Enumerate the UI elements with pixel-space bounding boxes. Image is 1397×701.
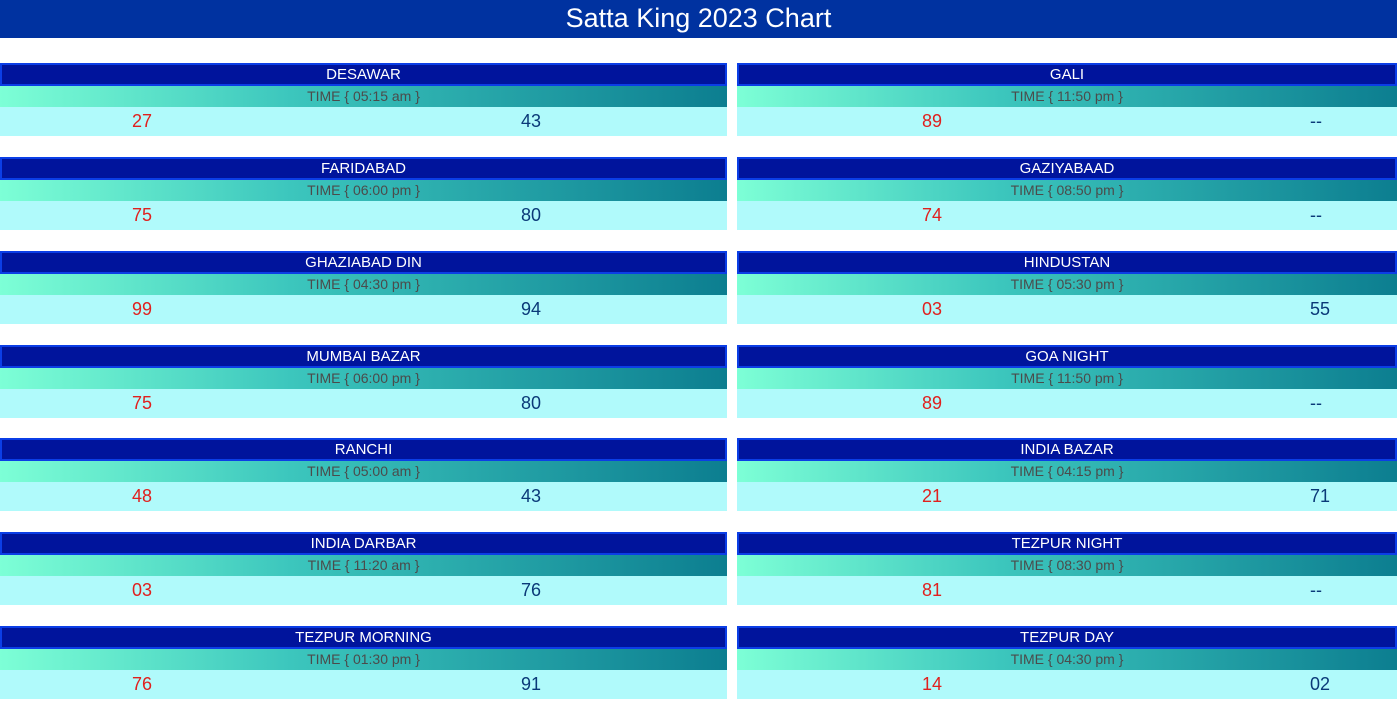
- game-name: INDIA BAZAR: [737, 438, 1397, 461]
- game-card: INDIA DARBAR TIME { 11:20 am } 03 76: [0, 532, 727, 607]
- game-time: TIME { 01:30 pm }: [0, 649, 727, 670]
- yesterday-result: 81: [922, 580, 943, 607]
- yesterday-result: 03: [132, 580, 153, 607]
- result-row: 48 43: [0, 482, 727, 513]
- game-card: GALI TIME { 11:50 pm } 89 --: [737, 63, 1397, 138]
- yesterday-result: 99: [132, 299, 153, 326]
- game-card: TEZPUR DAY TIME { 04:30 pm } 14 02: [737, 626, 1397, 701]
- today-result: --: [1310, 393, 1322, 420]
- today-result: 76: [521, 580, 542, 607]
- game-card: GAZIYABAAD TIME { 08:50 pm } 74 --: [737, 157, 1397, 232]
- result-row: 76 91: [0, 670, 727, 701]
- game-name: DESAWAR: [0, 63, 727, 86]
- page-title: Satta King 2023 Chart: [0, 0, 1397, 38]
- game-card: GHAZIABAD DIN TIME { 04:30 pm } 99 94: [0, 251, 727, 326]
- yesterday-result: 89: [922, 111, 943, 138]
- result-row: 75 80: [0, 201, 727, 232]
- result-row: 74 --: [737, 201, 1397, 232]
- game-time: TIME { 11:50 pm }: [737, 368, 1397, 389]
- game-name: GOA NIGHT: [737, 345, 1397, 368]
- yesterday-result: 74: [922, 205, 943, 232]
- game-card: GOA NIGHT TIME { 11:50 pm } 89 --: [737, 345, 1397, 420]
- result-row: 99 94: [0, 295, 727, 326]
- yesterday-result: 76: [132, 674, 153, 701]
- game-card: RANCHI TIME { 05:00 am } 48 43: [0, 438, 727, 513]
- result-row: 14 02: [737, 670, 1397, 701]
- today-result: --: [1310, 111, 1322, 138]
- result-row: 21 71: [737, 482, 1397, 513]
- game-time: TIME { 06:00 pm }: [0, 368, 727, 389]
- game-card: INDIA BAZAR TIME { 04:15 pm } 21 71: [737, 438, 1397, 513]
- yesterday-result: 14: [922, 674, 943, 701]
- game-time: TIME { 04:15 pm }: [737, 461, 1397, 482]
- yesterday-result: 75: [132, 205, 153, 232]
- game-name: HINDUSTAN: [737, 251, 1397, 274]
- result-row: 81 --: [737, 576, 1397, 607]
- result-row: 27 43: [0, 107, 727, 138]
- game-time: TIME { 11:50 pm }: [737, 86, 1397, 107]
- today-result: 43: [521, 486, 542, 513]
- today-result: 94: [521, 299, 542, 326]
- game-time: TIME { 05:00 am }: [0, 461, 727, 482]
- game-card: TEZPUR NIGHT TIME { 08:30 pm } 81 --: [737, 532, 1397, 607]
- game-time: TIME { 05:15 am }: [0, 86, 727, 107]
- game-card: FARIDABAD TIME { 06:00 pm } 75 80: [0, 157, 727, 232]
- game-name: RANCHI: [0, 438, 727, 461]
- game-time: TIME { 08:30 pm }: [737, 555, 1397, 576]
- result-row: 03 76: [0, 576, 727, 607]
- result-row: 89 --: [737, 107, 1397, 138]
- today-result: 71: [1310, 486, 1331, 513]
- game-card: MUMBAI BAZAR TIME { 06:00 pm } 75 80: [0, 345, 727, 420]
- game-name: GALI: [737, 63, 1397, 86]
- game-time: TIME { 05:30 pm }: [737, 274, 1397, 295]
- yesterday-result: 48: [132, 486, 153, 513]
- game-time: TIME { 08:50 pm }: [737, 180, 1397, 201]
- yesterday-result: 21: [922, 486, 943, 513]
- game-name: GAZIYABAAD: [737, 157, 1397, 180]
- yesterday-result: 89: [922, 393, 943, 420]
- yesterday-result: 27: [132, 111, 153, 138]
- yesterday-result: 75: [132, 393, 153, 420]
- game-time: TIME { 11:20 am }: [0, 555, 727, 576]
- game-name: GHAZIABAD DIN: [0, 251, 727, 274]
- result-row: 75 80: [0, 389, 727, 420]
- game-card: TEZPUR MORNING TIME { 01:30 pm } 76 91: [0, 626, 727, 701]
- today-result: 55: [1310, 299, 1331, 326]
- game-name: TEZPUR NIGHT: [737, 532, 1397, 555]
- today-result: 80: [521, 205, 542, 232]
- today-result: 80: [521, 393, 542, 420]
- today-result: 91: [521, 674, 542, 701]
- today-result: --: [1310, 205, 1322, 232]
- game-card: HINDUSTAN TIME { 05:30 pm } 03 55: [737, 251, 1397, 326]
- game-time: TIME { 04:30 pm }: [0, 274, 727, 295]
- today-result: 02: [1310, 674, 1331, 701]
- today-result: 43: [521, 111, 542, 138]
- game-time: TIME { 06:00 pm }: [0, 180, 727, 201]
- game-name: MUMBAI BAZAR: [0, 345, 727, 368]
- result-row: 03 55: [737, 295, 1397, 326]
- today-result: --: [1310, 580, 1322, 607]
- game-name: TEZPUR MORNING: [0, 626, 727, 649]
- game-time: TIME { 04:30 pm }: [737, 649, 1397, 670]
- game-name: TEZPUR DAY: [737, 626, 1397, 649]
- yesterday-result: 03: [922, 299, 943, 326]
- game-name: INDIA DARBAR: [0, 532, 727, 555]
- game-name: FARIDABAD: [0, 157, 727, 180]
- game-card: DESAWAR TIME { 05:15 am } 27 43: [0, 63, 727, 138]
- result-row: 89 --: [737, 389, 1397, 420]
